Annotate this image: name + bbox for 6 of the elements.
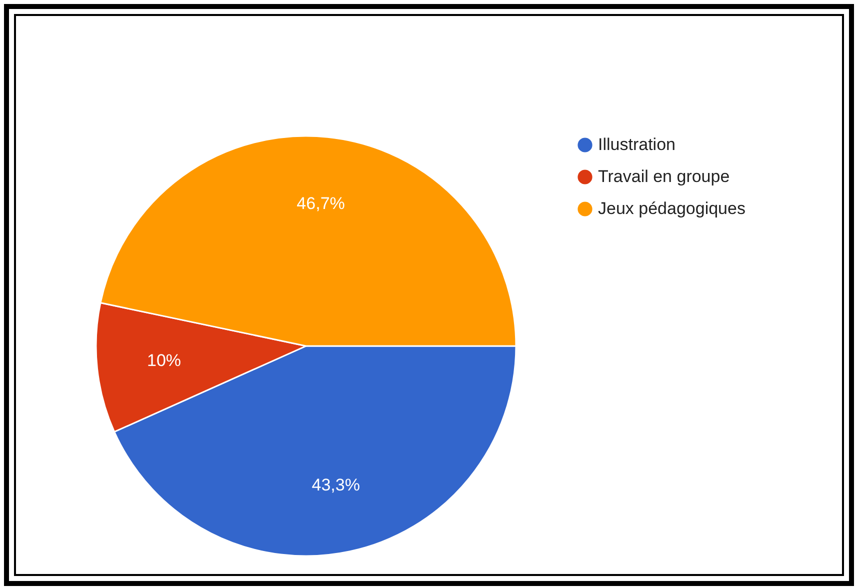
legend-label: Travail en groupe (598, 167, 730, 186)
legend-label: Illustration (598, 135, 676, 154)
data-label: 43,3% (312, 476, 360, 495)
data-label: 46,7% (296, 194, 345, 213)
legend-label: Jeux pédagogiques (598, 199, 746, 218)
data-label: 10% (147, 351, 182, 370)
